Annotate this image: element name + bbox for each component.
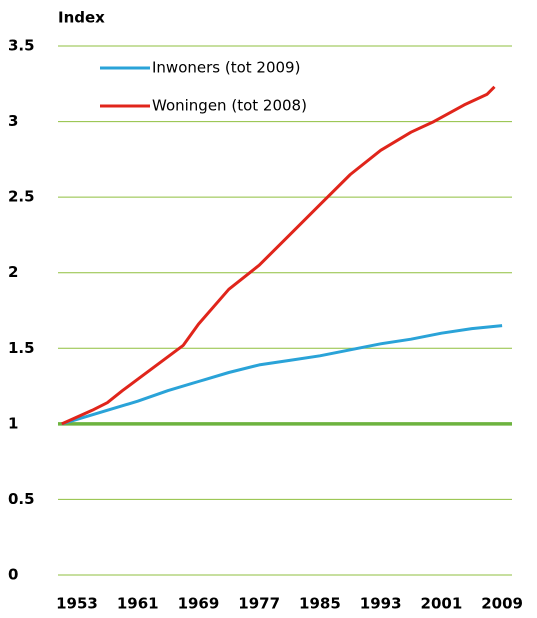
y-tick-label: 1.5 [8, 339, 35, 357]
y-tick-label: 3.5 [8, 37, 35, 55]
data-line [61, 324, 503, 426]
x-tick-label: 1977 [238, 595, 280, 613]
y-tick-label: 0 [8, 566, 18, 584]
x-tick-label: 1953 [56, 595, 98, 613]
x-tick-label: 2009 [481, 595, 523, 613]
x-tick-label: 1969 [178, 595, 220, 613]
y-tick-label: 3 [8, 112, 18, 130]
y-tick-label: 2.5 [8, 188, 35, 206]
x-tick-label: 1961 [117, 595, 159, 613]
x-tick-label: 1985 [299, 595, 341, 613]
x-tick-label: 2001 [421, 595, 463, 613]
legend-label: Woningen (tot 2008) [152, 97, 307, 115]
y-tick-label: 2 [8, 263, 18, 281]
y-tick-label: 1 [8, 414, 18, 432]
y-tick-label: 0.5 [8, 490, 35, 508]
legend-label: Inwoners (tot 2009) [152, 59, 300, 77]
y-axis-label: Index [58, 9, 105, 27]
data-line [61, 85, 496, 426]
x-tick-label: 1993 [360, 595, 402, 613]
